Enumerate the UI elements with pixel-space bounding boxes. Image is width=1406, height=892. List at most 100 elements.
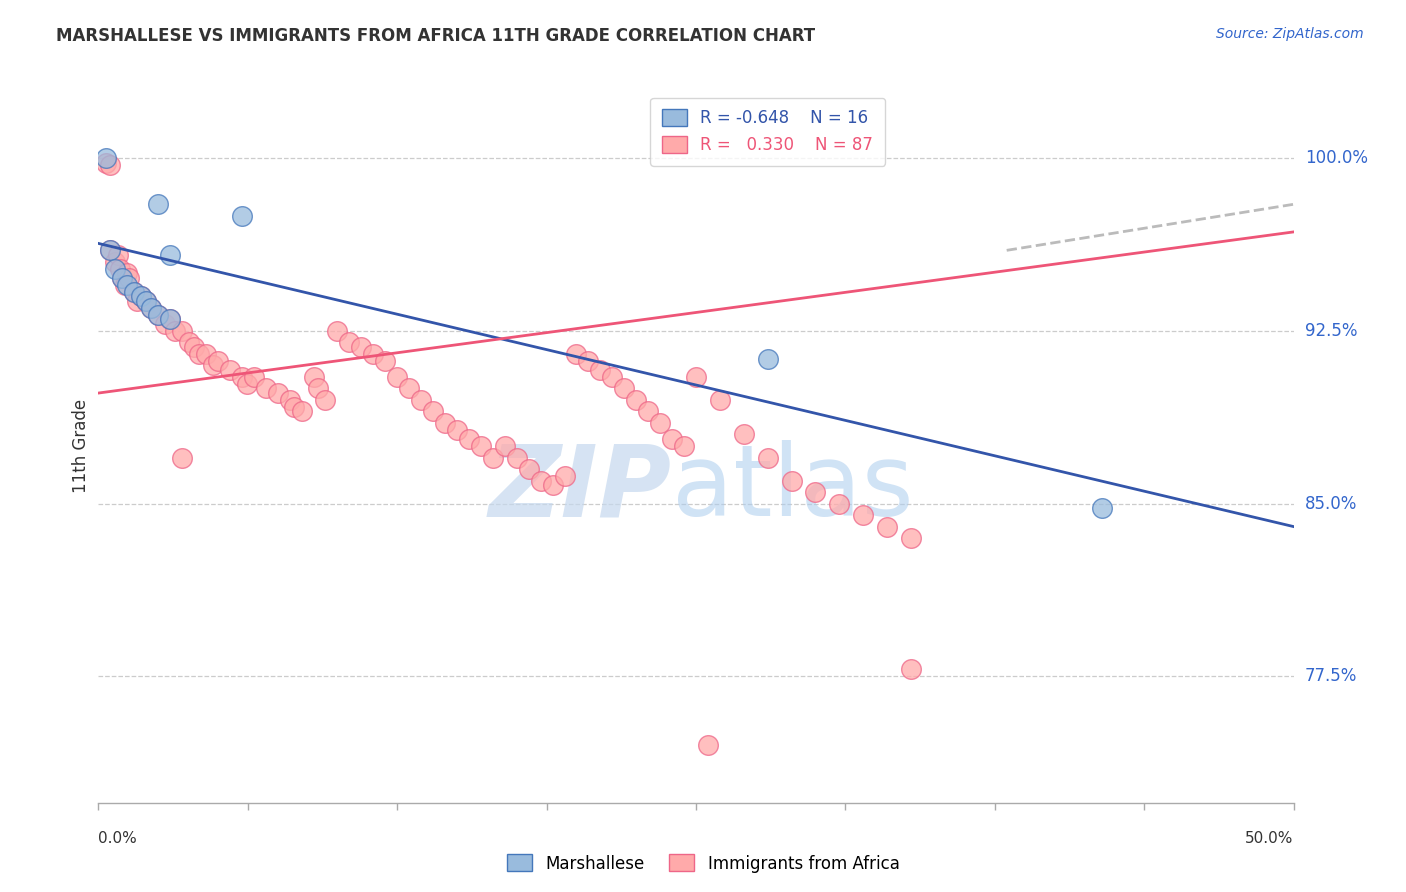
Point (541, 478, 564, 492)
Point (283, 400, 305, 414)
Point (697, 738, 720, 752)
Point (114, 277, 136, 292)
Point (780, 474, 803, 488)
Point (613, 381, 636, 395)
Point (124, 285, 146, 299)
Point (107, 248, 129, 262)
Point (685, 370, 707, 384)
Point (135, 293, 157, 308)
Point (278, 392, 301, 407)
Point (517, 462, 540, 476)
Text: 92.5%: 92.5% (1305, 322, 1357, 340)
Text: 0.0%: 0.0% (98, 831, 138, 847)
Point (529, 474, 551, 488)
Point (433, 416, 456, 430)
Point (115, 277, 138, 292)
Point (139, 301, 162, 315)
Point (235, 376, 257, 391)
Point (363, 347, 385, 361)
Point (446, 423, 468, 437)
Point (828, 497, 851, 511)
Point (111, 271, 134, 285)
Point (111, 271, 134, 285)
Y-axis label: 11th Grade: 11th Grade (72, 399, 90, 493)
Point (494, 439, 516, 453)
Point (458, 432, 481, 446)
Point (131, 289, 153, 303)
Point (589, 363, 612, 377)
Point (709, 392, 731, 407)
Point (900, 662, 922, 676)
Point (159, 312, 181, 326)
Point (315, 392, 337, 407)
Point (1091, 501, 1114, 516)
Point (673, 439, 696, 453)
Point (148, 308, 170, 322)
Point (98, 244, 122, 258)
Text: MARSHALLESE VS IMMIGRANTS FROM AFRICA 11TH GRADE CORRELATION CHART: MARSHALLESE VS IMMIGRANTS FROM AFRICA 11… (56, 27, 815, 45)
Point (661, 432, 683, 446)
Point (876, 519, 898, 533)
Point (148, 197, 170, 211)
Point (326, 324, 349, 338)
Point (600, 370, 623, 384)
Point (900, 531, 922, 545)
Point (398, 381, 420, 395)
Point (554, 469, 576, 483)
Point (243, 370, 266, 384)
Point (231, 209, 253, 223)
Text: 100.0%: 100.0% (1305, 149, 1368, 168)
Point (94, 156, 117, 170)
Point (98, 158, 122, 172)
Point (481, 450, 505, 465)
Point (163, 324, 186, 338)
Point (98, 244, 122, 258)
Point (148, 308, 170, 322)
Point (115, 266, 138, 280)
Point (637, 404, 659, 418)
Point (118, 271, 141, 285)
Point (159, 248, 181, 262)
Point (207, 354, 229, 368)
Point (179, 335, 201, 350)
Point (756, 351, 779, 366)
Legend: R = -0.648    N = 16, R =   0.330    N = 87: R = -0.648 N = 16, R = 0.330 N = 87 (651, 97, 884, 166)
Point (267, 386, 290, 401)
Point (648, 416, 672, 430)
Point (139, 301, 162, 315)
Point (135, 293, 157, 308)
Point (187, 347, 209, 361)
Point (374, 354, 396, 368)
Point (124, 285, 146, 299)
Point (422, 404, 444, 418)
Text: 77.5%: 77.5% (1305, 667, 1357, 685)
Point (350, 340, 373, 354)
Point (104, 255, 127, 269)
Point (94, 151, 117, 165)
Point (159, 312, 181, 326)
Point (172, 450, 194, 465)
Point (804, 485, 827, 500)
Point (231, 370, 253, 384)
Point (125, 293, 148, 308)
Point (411, 392, 433, 407)
Point (219, 363, 242, 377)
Point (337, 335, 360, 350)
Point (470, 439, 492, 453)
Point (624, 392, 647, 407)
Point (506, 450, 529, 465)
Text: 85.0%: 85.0% (1305, 494, 1357, 513)
Point (290, 404, 312, 418)
Point (104, 261, 127, 276)
Point (183, 340, 205, 354)
Point (172, 324, 194, 338)
Point (302, 370, 325, 384)
Point (385, 370, 409, 384)
Point (194, 347, 217, 361)
Text: 50.0%: 50.0% (1246, 831, 1294, 847)
Point (202, 359, 225, 373)
Point (254, 381, 277, 395)
Point (307, 381, 329, 395)
Text: Source: ZipAtlas.com: Source: ZipAtlas.com (1216, 27, 1364, 41)
Point (155, 317, 177, 331)
